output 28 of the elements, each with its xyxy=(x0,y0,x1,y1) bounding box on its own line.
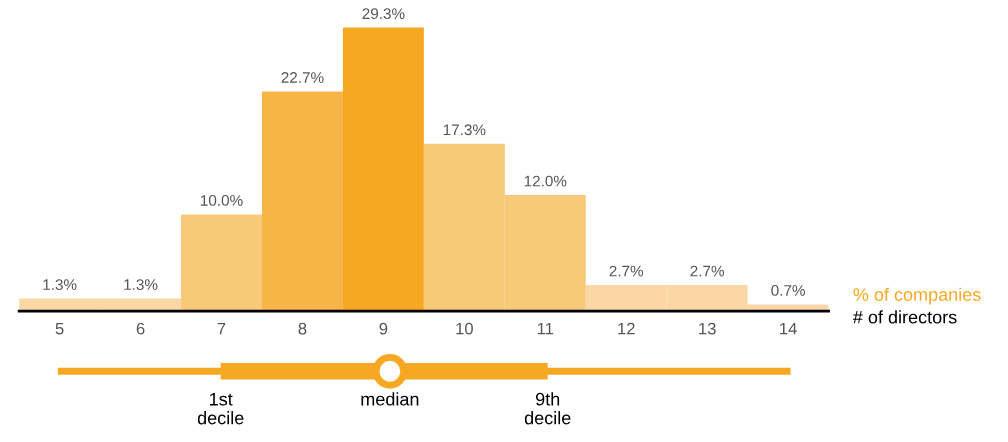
x-tick-label: 10 xyxy=(456,322,473,335)
bar xyxy=(261,91,343,312)
x-tick-label: 14 xyxy=(780,322,797,335)
text: 9th decile xyxy=(524,392,571,425)
data-label: 12.0% xyxy=(524,175,567,187)
x-axis-title: # of directors xyxy=(852,310,957,324)
data-label: 10.0% xyxy=(201,195,243,206)
x-tick-label: 11 xyxy=(537,322,554,335)
bar xyxy=(342,27,424,312)
x-tick-label: 13 xyxy=(699,322,716,335)
data-label: 1.3% xyxy=(124,279,158,291)
x-tick-label: 7 xyxy=(217,322,226,335)
data-label: 0.7% xyxy=(771,285,805,296)
x-tick-label: 9 xyxy=(379,322,388,335)
y-axis-title: % of companies xyxy=(853,287,981,305)
x-tick-label: 5 xyxy=(55,322,64,335)
data-label: 1.3% xyxy=(43,279,77,291)
x-tick-label: 8 xyxy=(298,322,307,335)
data-label: 2.7% xyxy=(690,265,725,277)
data-label: 29.3% xyxy=(362,8,405,20)
data-label: 17.3% xyxy=(443,124,486,136)
x-tick-label: 12 xyxy=(618,322,635,335)
data-label: 2.7% xyxy=(609,265,644,277)
text: median xyxy=(361,392,419,406)
text: 1st decile xyxy=(197,392,244,425)
x-tick-label: 6 xyxy=(136,322,145,335)
bar xyxy=(181,214,262,312)
data-label: 22.7% xyxy=(281,72,324,83)
